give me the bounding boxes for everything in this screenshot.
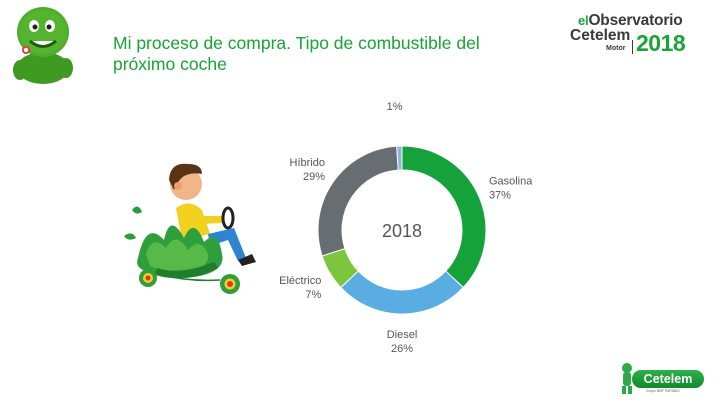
slice-value-label: 29%	[303, 171, 325, 183]
brand-year: 2018	[636, 30, 686, 56]
fuel-type-donut-chart: Gasolina 37% Diesel 26% Eléctrico 7% Híbrido 29…	[280, 101, 533, 355]
slice-value-label: 1%	[387, 101, 403, 113]
donut-labels: Gasolina 37% Diesel 26% Eléctrico 7% Híbrido 29…	[280, 101, 533, 355]
brand-sub: Motor	[606, 45, 626, 52]
footer-logo-tagline: Grupo BNP PARIBAS	[646, 389, 680, 393]
footer-logo-name: Cetelem	[632, 370, 704, 388]
slice-label: Diesel	[387, 329, 418, 341]
flower-icon	[139, 269, 157, 287]
cetelem-footer-logo: Cetelem Grupo BNP PARIBAS	[618, 360, 714, 400]
brand-line1-text: Observatorio	[588, 12, 683, 29]
mascot-icon	[13, 7, 73, 84]
slice-label: Híbrido	[290, 157, 325, 169]
brand-line1: elObservatorio	[578, 12, 683, 30]
brand-line2: Cetelem	[570, 27, 631, 44]
slice-value-label: 26%	[391, 343, 413, 355]
page-title-line1: Mi proceso de compra. Tipo de combustibl…	[113, 33, 480, 53]
mascot-small-icon	[622, 363, 632, 394]
slice-value-label: 7%	[305, 289, 321, 301]
page-title: Mi proceso de compra. Tipo de combustibl…	[113, 33, 533, 75]
chart-center-label: 2018	[382, 221, 422, 241]
flower-icon	[220, 274, 240, 294]
donut-slice-gasolina	[401, 145, 487, 289]
page-title-line2: próximo coche	[113, 54, 227, 74]
donut-slice-diesel	[340, 270, 464, 315]
brand-prefix: el	[578, 13, 589, 28]
slice-value-label: 37%	[489, 189, 511, 201]
slice-label: Eléctrico	[280, 275, 321, 287]
brand-separator	[632, 40, 633, 54]
boy-driving-illustration	[124, 163, 256, 294]
brand-logo: elObservatorio Cetelem Motor 2018	[566, 12, 696, 58]
slice-label: Gasolina	[489, 175, 533, 187]
donut-slices	[317, 145, 487, 315]
donut-slice-otros	[396, 145, 403, 171]
